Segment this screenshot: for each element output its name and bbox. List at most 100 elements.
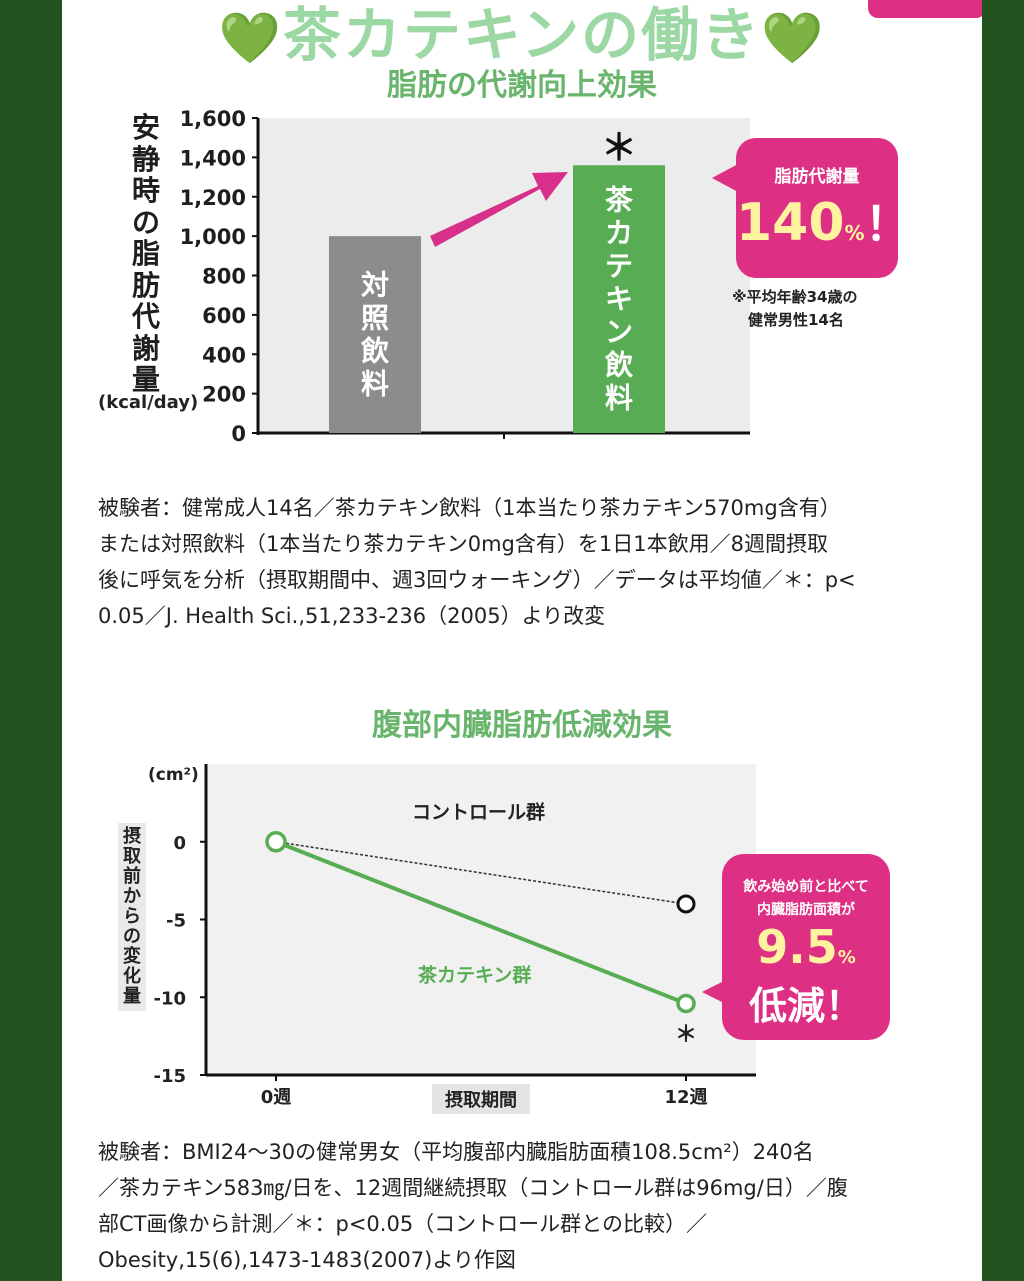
- chart2-ylabel-char: 取: [123, 846, 141, 867]
- study-note-1: 被験者：健常成人14名／茶カテキン飲料（1本当たり茶カテキン570mg含有） ま…: [98, 490, 948, 634]
- corner-tag: [868, 0, 982, 18]
- study-note-1-line: 後に呼気を分析（摂取期間中、週3回ウォーキング）／データは平均値／＊：p<: [98, 568, 856, 592]
- chart1-bar: [573, 165, 665, 433]
- chart2-callout: 飲み始め前と比べて 内臓脂肪面積が 9.5% 低減！: [722, 854, 890, 1040]
- study-note-2-line: ／茶カテキン583㎎/日を、12週間継続摂取（コントロール群は96mg/日）／腹: [98, 1176, 848, 1200]
- chart1-subject-note-line2: 健常男性14名: [748, 311, 844, 329]
- infographic-page: 💚茶カテキンの働き💚 脂肪の代謝向上効果 安静時の脂肪代謝量 (kcal/day…: [62, 0, 982, 1281]
- chart2-ytick-label: -10: [153, 988, 186, 1009]
- chart1-bar-label: 対: [361, 269, 389, 302]
- chart2-ytick-label: -15: [153, 1066, 186, 1087]
- chart2-subtitle: 腹部内臓脂肪低減効果: [372, 708, 672, 743]
- chart1-ytick-label: 200: [202, 383, 246, 407]
- chart2-ytick-label: -5: [166, 911, 186, 932]
- heart-left-icon: 💚: [218, 9, 283, 67]
- chart1-bar-label: キ: [605, 283, 633, 316]
- chart2-callout-line2: 内臓脂肪面積が: [757, 902, 855, 918]
- chart2-unit-label: (cm²): [148, 765, 199, 785]
- study-note-2-line: 部CT画像から計測／＊：p<0.05（コントロール群との比較）／: [98, 1212, 707, 1236]
- chart1-bar-label: 料: [605, 382, 633, 415]
- chart1-ylabel-char: 脂: [132, 237, 161, 270]
- study-note-2-line: 被験者：BMI24〜30の健常男女（平均腹部内臓脂肪面積108.5cm²）240…: [98, 1140, 814, 1164]
- chart1-bar-label: 飲: [361, 335, 390, 368]
- chart1-bar-label: 茶: [605, 184, 634, 217]
- chart1-ytick-label: 1,000: [180, 225, 246, 249]
- chart1-bar-label: テ: [605, 250, 633, 283]
- chart1-subject-note-line1: ※平均年齢34歳の: [732, 288, 858, 306]
- chart2-callout-unit: %: [837, 947, 856, 968]
- chart1-callout-exclaim: ！: [864, 197, 911, 251]
- chart2-xtick-label: 12週: [664, 1087, 707, 1108]
- chart1-callout-value: 140: [736, 193, 845, 253]
- chart1-bar-label: カ: [605, 217, 633, 250]
- chart1-ytick-label: 400: [202, 343, 246, 367]
- chart2-ylabel-char: 変: [123, 946, 141, 967]
- chart2-significance-mark: ＊: [675, 1022, 697, 1047]
- chart1-ylabel-char: の: [132, 205, 161, 239]
- chart2-xlabel-bg: [432, 1084, 530, 1114]
- chart2-catechin-label: 茶カテキン群: [418, 964, 531, 987]
- chart2-callout-value: 9.5: [756, 920, 838, 974]
- chart1-subtitle: 脂肪の代謝向上効果: [387, 68, 657, 103]
- chart2-callout-value-row: 9.5%: [722, 921, 890, 984]
- chart2-control-label: コントロール群: [412, 800, 545, 823]
- chart2-ylabel-char: ら: [123, 906, 141, 927]
- chart2-ylabel-char: の: [123, 926, 141, 947]
- chart1-ytick-label: 800: [202, 265, 246, 289]
- chart1-svg: 0 200 400 600 800 1,000 1,200 1,400 1,600 対照飲料 茶カテ…: [180, 107, 750, 446]
- chart1-bar-label: 照: [361, 302, 389, 335]
- chart1-significance-mark: ＊: [601, 127, 637, 168]
- heart-right-icon: 💚: [761, 9, 826, 67]
- chart1-callout-value-row: 140%！: [736, 193, 911, 265]
- chart2-callout-line1: 飲み始め前と比べて: [743, 879, 869, 895]
- chart2-ylabel-char: 前: [123, 866, 141, 887]
- chart2-control-point: [676, 894, 696, 914]
- chart2-ylabel-char: か: [123, 886, 141, 907]
- chart1-ylabel-unit: (kcal/day): [98, 392, 199, 413]
- chart1-ylabel-char: 静: [132, 142, 161, 176]
- chart1-callout-unit: %: [844, 221, 865, 245]
- chart2-series-control-line: [275, 841, 687, 905]
- chart1-ytick-label: 0: [231, 422, 246, 446]
- chart1-bar-label: 料: [361, 368, 389, 401]
- chart1-bar: [329, 236, 421, 433]
- chart1-ytick-label: 1,600: [180, 107, 246, 131]
- chart1-arrow: [430, 172, 568, 247]
- chart1-ytick-label: 600: [202, 304, 246, 328]
- chart2-ylabel: 摂取前からの変化量: [118, 823, 146, 1011]
- chart2-ylabel-char: 量: [123, 986, 141, 1007]
- chart2-xtick-label: 0週: [261, 1087, 292, 1108]
- chart1-ylabel-char: 肪: [132, 268, 161, 302]
- study-note-2-line: Obesity,15(6),1473-1483(2007)より作図: [98, 1248, 516, 1272]
- chart2-callout-pointer: [702, 980, 726, 1004]
- study-note-1-line: または対照飲料（1本当たり茶カテキン0mg含有）を1日1本飲用／8週間摂取: [98, 532, 828, 556]
- chart1-ylabel-char: 時: [132, 174, 161, 207]
- study-note-1-line: 0.05／J. Health Sci.,51,233-236（2005）より改変: [98, 604, 606, 628]
- study-note-2: 被験者：BMI24〜30の健常男女（平均腹部内臓脂肪面積108.5cm²）240…: [98, 1134, 948, 1278]
- chart2-ylabel-char: 化: [123, 966, 141, 987]
- chart2-ylabel-char: 摂: [123, 826, 141, 847]
- chart2-ytick-label: 0: [173, 833, 186, 854]
- page-title: 💚茶カテキンの働き💚: [62, 0, 982, 73]
- chart2-catechin-point: [676, 993, 696, 1014]
- page-title-text: 茶カテキンの働き: [282, 1, 762, 69]
- chart1-ytick-label: 1,200: [180, 186, 246, 210]
- chart1-subject-note: ※平均年齢34歳の 健常男性14名: [732, 286, 857, 332]
- chart2-start-point: [265, 831, 287, 853]
- chart1-callout-pointer: [712, 164, 738, 192]
- chart1-bar-label: ン: [605, 316, 633, 349]
- chart2-callout-line4: 低減！: [748, 984, 863, 1028]
- chart1-callout: 脂肪代謝量 140%！: [736, 138, 911, 278]
- chart1-ylabel: 安静時の脂肪代謝量: [132, 112, 160, 396]
- chart2-plot-area: [206, 764, 756, 1075]
- chart1-ylabel-char: 謝: [132, 331, 161, 365]
- chart1-ytick-label: 1,400: [180, 146, 246, 170]
- chart1-callout-label: 脂肪代謝量: [774, 167, 860, 187]
- chart1-bar-label: 飲: [605, 349, 634, 382]
- chart1-ylabel-char: 量: [132, 363, 161, 396]
- study-note-1-line: 被験者：健常成人14名／茶カテキン飲料（1本当たり茶カテキン570mg含有）: [98, 496, 841, 520]
- chart2-xlabel: 摂取期間: [445, 1089, 517, 1111]
- chart1-ylabel-char: 代: [132, 300, 161, 333]
- chart1-ylabel-char: 安: [132, 111, 161, 144]
